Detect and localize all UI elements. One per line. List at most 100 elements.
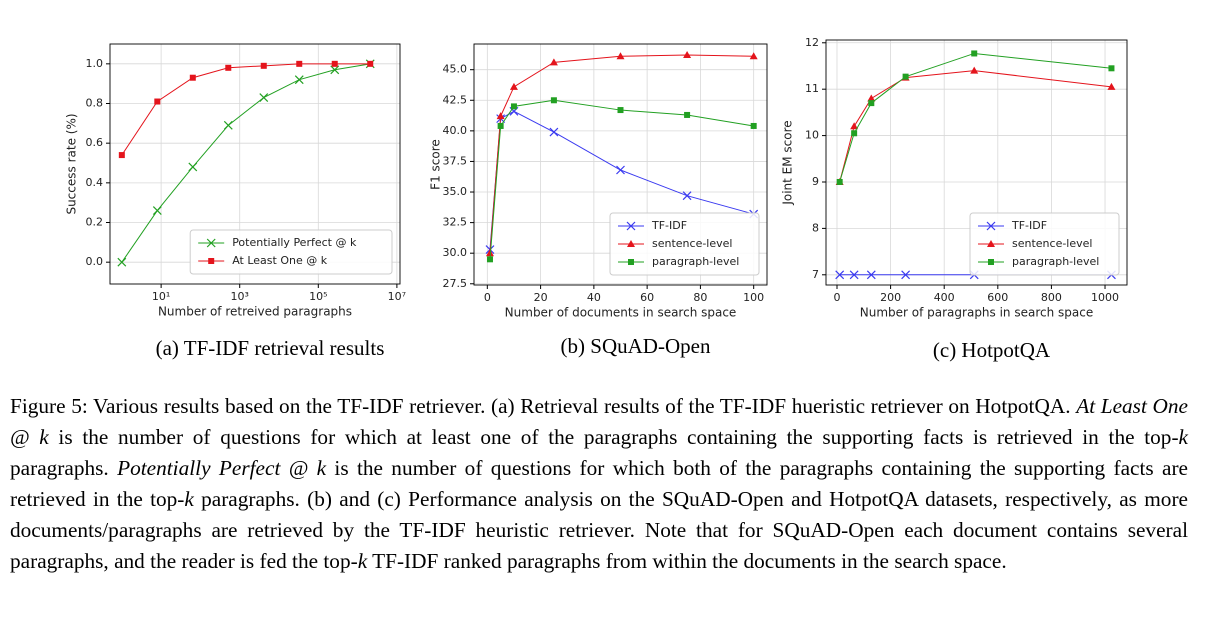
marker bbox=[849, 270, 859, 280]
legend-label: sentence-level bbox=[652, 237, 732, 250]
y-axis-label: Success rate (%) bbox=[65, 113, 79, 214]
marker bbox=[510, 103, 517, 110]
marker-stroke bbox=[259, 93, 269, 102]
marker bbox=[749, 52, 758, 60]
x-tick-label: 0 bbox=[484, 291, 491, 304]
marker bbox=[866, 270, 876, 280]
marker bbox=[836, 178, 843, 185]
marker bbox=[628, 259, 634, 265]
x-axis-label: Number of documents in search space bbox=[505, 306, 737, 320]
marker-stroke bbox=[849, 270, 859, 280]
marker bbox=[1107, 82, 1116, 90]
marker bbox=[971, 50, 978, 57]
y-tick-label: 0.8 bbox=[86, 97, 104, 110]
x-tick-label: 60 bbox=[640, 291, 654, 304]
marker bbox=[296, 60, 303, 67]
marker bbox=[986, 221, 996, 231]
marker bbox=[626, 221, 636, 231]
marker bbox=[835, 270, 845, 280]
marker bbox=[617, 107, 624, 114]
marker bbox=[223, 120, 233, 130]
y-tick-label: 10 bbox=[805, 129, 819, 142]
marker-stroke bbox=[616, 165, 625, 175]
x-tick-label: 100 bbox=[743, 291, 764, 304]
caption-italic: At Least One @ k bbox=[10, 394, 1188, 449]
caption-italic: Potentially Perfect @ k bbox=[117, 456, 327, 480]
y-tick-label: 32.5 bbox=[443, 216, 468, 229]
x-tick-label: 600 bbox=[987, 291, 1008, 304]
marker bbox=[868, 100, 875, 107]
x-tick-label: 10⁷ bbox=[388, 290, 406, 303]
marker bbox=[987, 240, 995, 247]
y-tick-label: 1.0 bbox=[86, 57, 104, 70]
plot-frame bbox=[473, 43, 768, 286]
marker bbox=[627, 240, 635, 247]
caption-italic: k bbox=[184, 487, 194, 511]
x-tick-label: 400 bbox=[934, 291, 955, 304]
marker bbox=[616, 165, 625, 175]
y-tick-label: 0.6 bbox=[86, 136, 104, 149]
caption-text: paragraphs. (b) and (c) Performance anal… bbox=[10, 487, 1188, 573]
legend-label: Potentially Perfect @ k bbox=[232, 236, 357, 249]
x-tick-label: 10³ bbox=[231, 290, 249, 303]
legend-box bbox=[609, 212, 760, 276]
legend: TF-IDF sentence-level paragraph-level bbox=[969, 212, 1120, 276]
marker bbox=[901, 270, 911, 280]
series-line bbox=[121, 63, 371, 156]
marker bbox=[485, 249, 494, 257]
plot-frame bbox=[109, 43, 401, 285]
marker bbox=[260, 62, 267, 69]
marker bbox=[550, 97, 557, 104]
marker bbox=[850, 122, 859, 130]
marker bbox=[189, 74, 196, 81]
y-tick-label: 30.0 bbox=[443, 246, 468, 259]
marker bbox=[225, 64, 232, 71]
marker bbox=[616, 52, 625, 60]
y-tick-label: 7 bbox=[812, 268, 819, 281]
y-tick-label: 35.0 bbox=[443, 185, 468, 198]
marker-stroke bbox=[986, 221, 996, 231]
legend-label: TF-IDF bbox=[651, 219, 687, 232]
marker bbox=[867, 94, 876, 102]
y-tick-label: 12 bbox=[805, 36, 819, 49]
marker bbox=[988, 259, 994, 265]
y-tick-label: 40.0 bbox=[443, 124, 468, 137]
legend: Potentially Perfect @ k At Least One @ k bbox=[189, 229, 393, 275]
marker bbox=[684, 111, 691, 118]
marker bbox=[549, 58, 558, 66]
marker bbox=[549, 127, 559, 137]
y-tick-label: 42.5 bbox=[443, 93, 468, 106]
subcaption: (a) TF-IDF retrieval results bbox=[156, 336, 385, 360]
subcaption: (c) HotpotQA bbox=[933, 338, 1051, 362]
marker-stroke bbox=[223, 120, 233, 130]
marker-stroke bbox=[152, 206, 162, 216]
legend-label: paragraph-level bbox=[1012, 255, 1099, 268]
legend-label: sentence-level bbox=[1012, 237, 1092, 250]
marker-stroke bbox=[117, 257, 127, 267]
marker-stroke bbox=[901, 270, 911, 280]
legend-box bbox=[969, 212, 1120, 276]
caption-text: is the number of questions for which bot… bbox=[10, 456, 1189, 511]
y-tick-label: 8 bbox=[812, 221, 819, 234]
marker bbox=[188, 162, 198, 172]
x-tick-label: 40 bbox=[587, 291, 601, 304]
caption-italic: k bbox=[357, 549, 368, 573]
marker bbox=[970, 66, 979, 74]
marker bbox=[259, 93, 269, 102]
subcaption: (b) SQuAD-Open bbox=[561, 334, 711, 358]
marker bbox=[497, 122, 504, 129]
x-tick-label: 10¹ bbox=[152, 290, 170, 303]
caption-italic: k bbox=[1178, 425, 1188, 449]
marker bbox=[152, 206, 162, 216]
marker bbox=[683, 51, 692, 59]
marker bbox=[117, 257, 127, 267]
marker bbox=[496, 112, 505, 120]
caption-text: paragraphs. bbox=[10, 456, 118, 480]
x-tick-label: 0 bbox=[833, 291, 840, 304]
x-tick-label: 10⁵ bbox=[309, 290, 327, 303]
series-line bbox=[839, 52, 1112, 183]
y-tick-label: 0.4 bbox=[86, 176, 104, 189]
marker bbox=[682, 191, 692, 201]
caption-text: Figure 5: Various results based on the T… bbox=[10, 394, 1077, 418]
marker-stroke bbox=[294, 75, 304, 85]
